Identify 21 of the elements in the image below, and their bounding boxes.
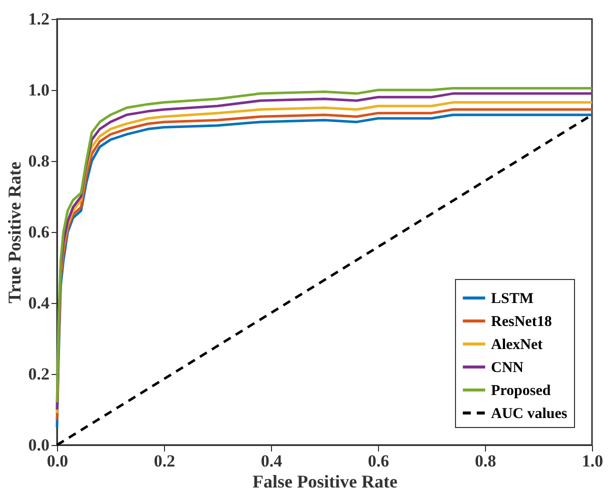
x-tick-label: 0.4 [260, 452, 283, 470]
y-tick-label: 1.0 [28, 80, 50, 100]
legend-label: ResNet18 [491, 314, 552, 330]
x-tick-label: 0.8 [474, 452, 496, 470]
legend-label: CNN [491, 360, 524, 376]
legend-label: Proposed [491, 383, 552, 399]
x-tick-label: 1.0 [582, 452, 604, 470]
legend-label: AlexNet [491, 337, 543, 353]
y-tick-label: 0.8 [28, 152, 50, 170]
x-axis-title: False Positive Rate [252, 472, 398, 492]
x-tick-label: 0.0 [46, 452, 68, 470]
x-tick-label: 0.2 [154, 452, 176, 470]
y-tick-label: 1.2 [28, 10, 50, 28]
y-tick-label: 0.2 [28, 364, 50, 384]
y-tick-label: 0.4 [28, 294, 50, 312]
y-axis-title: True Positive Rate [4, 162, 24, 304]
x-tick-label: 0.6 [368, 452, 390, 470]
y-tick-label: 0.0 [28, 436, 50, 454]
legend-label: AUC values [491, 406, 568, 422]
y-tick-label: 0.6 [28, 222, 50, 242]
legend-label: LSTM [491, 291, 534, 307]
